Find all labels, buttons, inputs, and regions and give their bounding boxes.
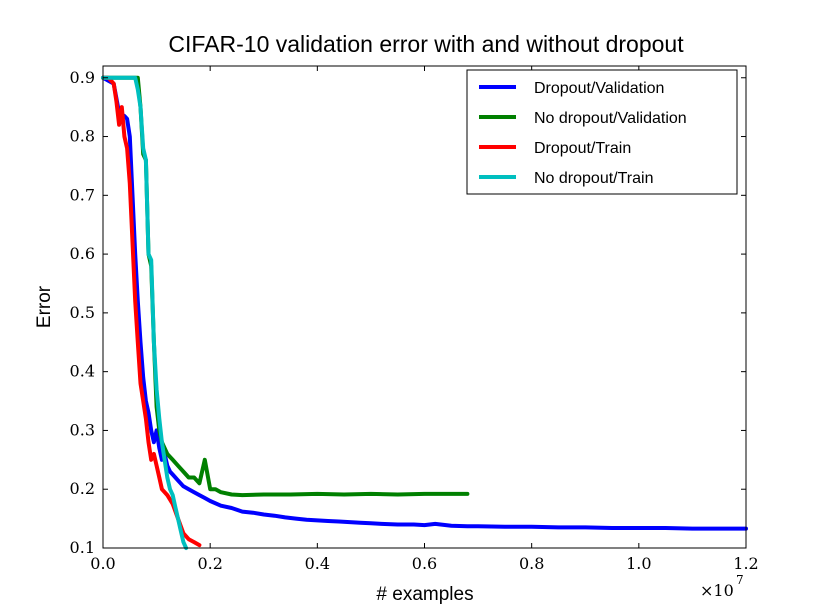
- legend-box: [466, 69, 738, 195]
- legend-label-2: No dropout/Validation: [534, 110, 687, 127]
- y-tick-label: 0.3: [70, 420, 95, 439]
- x-axis-exponent: 7: [736, 573, 744, 587]
- series-line-1: [101, 75, 748, 531]
- chart-title: CIFAR-10 validation error with and witho…: [168, 31, 684, 57]
- x-tick-label: 0.6: [412, 554, 437, 573]
- x-tick-label: 0.2: [197, 554, 222, 573]
- y-tick-label: 0.1: [70, 538, 95, 557]
- legend-label-1: Dropout/Validation: [534, 80, 664, 97]
- series-layer: [101, 75, 748, 550]
- y-tick-label: 0.9: [70, 68, 95, 87]
- x-tick-label: 0.8: [519, 554, 544, 573]
- x-tick-label: 1.2: [733, 554, 758, 573]
- x-axis-multiplier: ×10: [700, 581, 734, 600]
- y-tick-label: 0.8: [70, 127, 95, 146]
- y-tick-label: 0.2: [70, 479, 95, 498]
- x-tick-label: 1.0: [626, 554, 651, 573]
- x-tick-label: 0.4: [305, 554, 330, 573]
- legend-label-4: No dropout/Train: [534, 170, 653, 187]
- x-axis-label: # examples: [376, 584, 473, 605]
- legend: Dropout/Validation No dropout/Validation D…: [466, 69, 738, 195]
- series-line-4: [101, 75, 189, 550]
- y-tick-label: 0.7: [70, 185, 95, 204]
- y-tick-label: 0.6: [70, 244, 95, 263]
- legend-label-3: Dropout/Train: [534, 140, 631, 157]
- y-tick-label: 0.5: [70, 303, 95, 322]
- y-axis-label: Error: [34, 285, 55, 328]
- x-tick-label: 0.0: [90, 554, 115, 573]
- y-tick-label: 0.4: [70, 362, 95, 381]
- axes-layer: 0.0 0.2 0.4 0.6 0.8 1.0 1.2 0.1 0.2 0.3 0.4 0.5 0.6 0…: [70, 66, 759, 573]
